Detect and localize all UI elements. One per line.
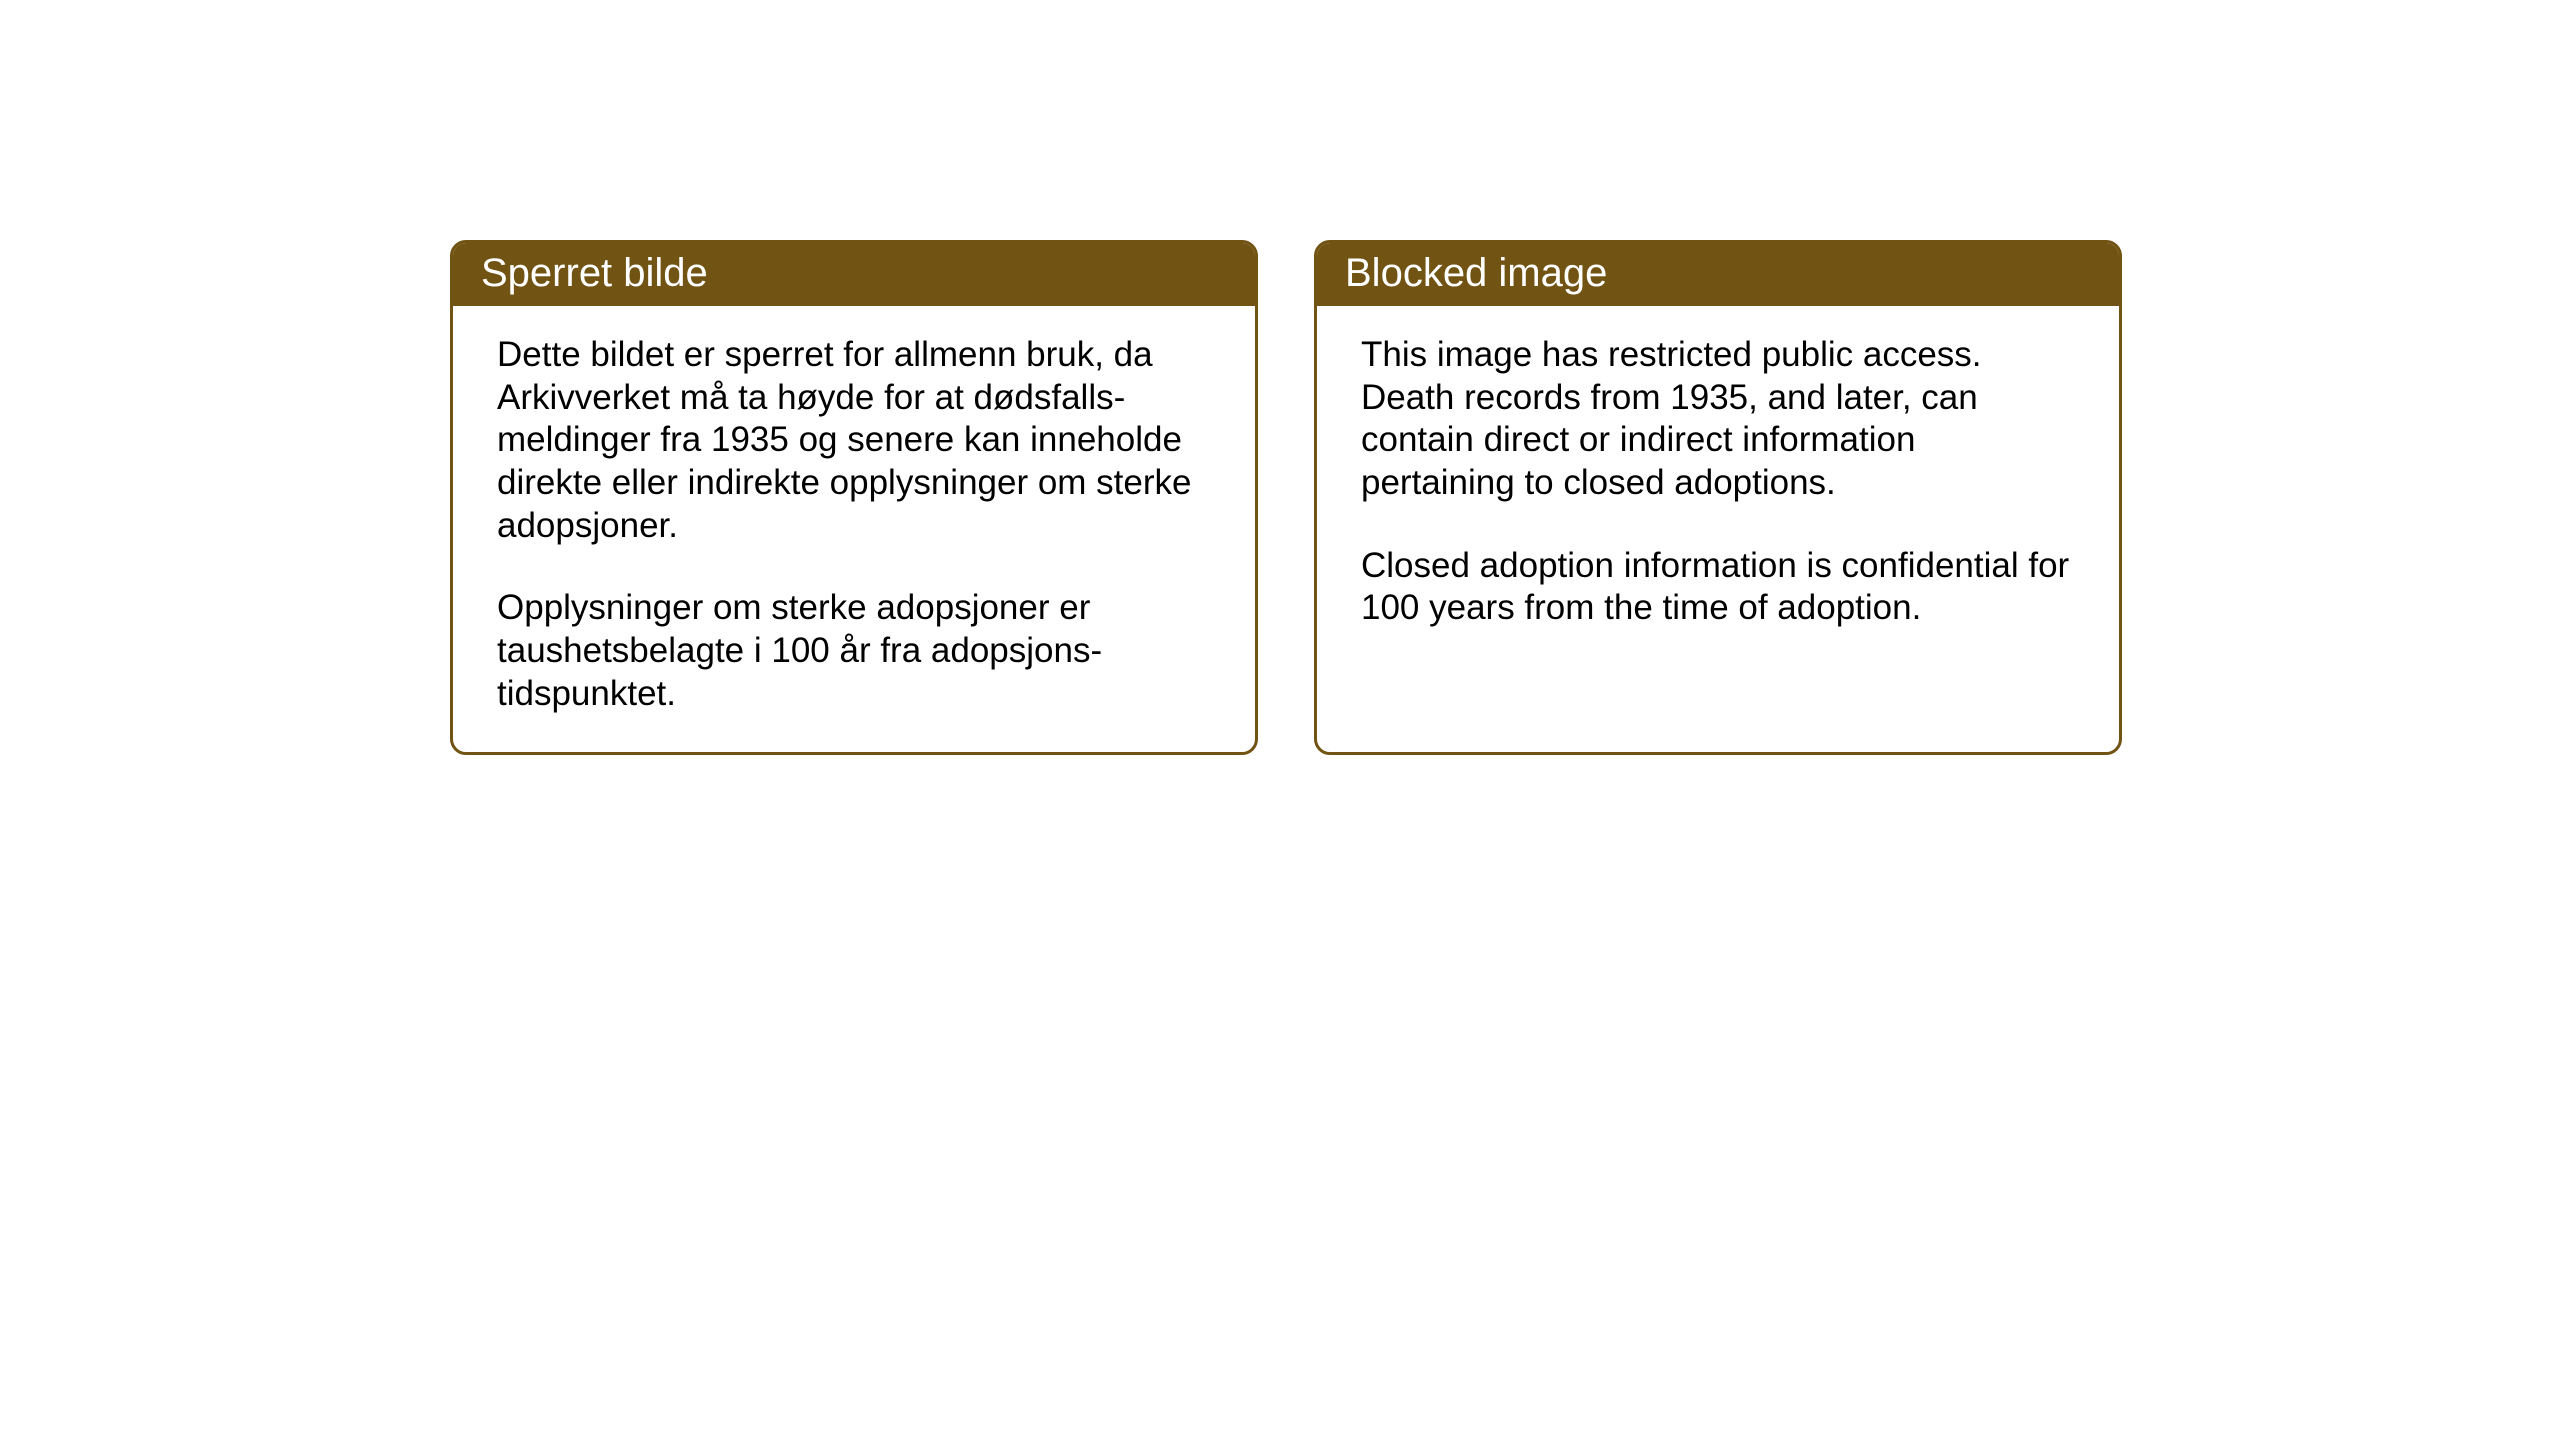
norwegian-paragraph-2: Opplysninger om sterke adopsjoner er tau… bbox=[497, 587, 1211, 715]
english-card: Blocked image This image has restricted … bbox=[1314, 240, 2122, 755]
english-paragraph-1: This image has restricted public access.… bbox=[1361, 334, 2075, 505]
norwegian-card-title: Sperret bilde bbox=[453, 243, 1255, 306]
cards-container: Sperret bilde Dette bildet er sperret fo… bbox=[450, 240, 2122, 755]
english-card-body: This image has restricted public access.… bbox=[1317, 306, 2119, 736]
english-card-title: Blocked image bbox=[1317, 243, 2119, 306]
norwegian-paragraph-1: Dette bildet er sperret for allmenn bruk… bbox=[497, 334, 1211, 547]
norwegian-card-body: Dette bildet er sperret for allmenn bruk… bbox=[453, 306, 1255, 752]
norwegian-card: Sperret bilde Dette bildet er sperret fo… bbox=[450, 240, 1258, 755]
english-paragraph-2: Closed adoption information is confident… bbox=[1361, 545, 2075, 630]
